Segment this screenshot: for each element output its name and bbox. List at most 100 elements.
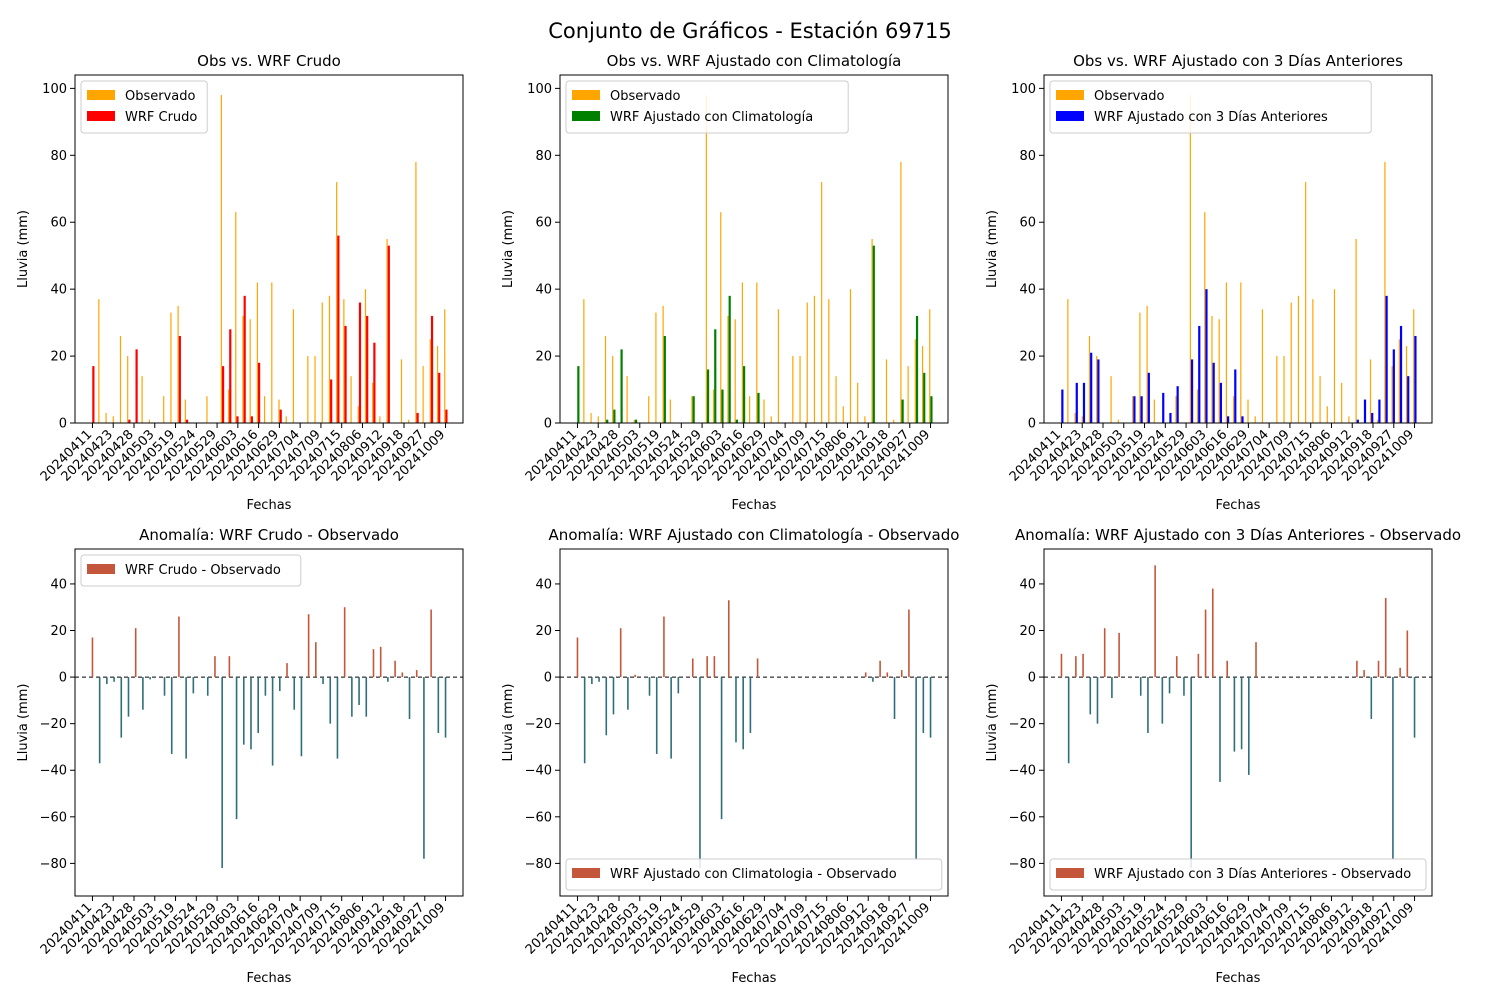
- bar: [429, 339, 431, 423]
- bar: [1060, 653, 1063, 678]
- bar: [669, 399, 671, 423]
- bar: [1219, 677, 1221, 782]
- bar: [706, 369, 710, 423]
- bar: [712, 389, 715, 423]
- legend-box: [80, 554, 302, 587]
- bar: [127, 677, 130, 717]
- y-tick-label: 20: [50, 624, 67, 639]
- bar: [757, 392, 760, 423]
- legend-label: Observado: [125, 89, 196, 104]
- bar: [300, 677, 303, 757]
- legend-box: [565, 858, 943, 891]
- y-tick-label: 0: [544, 671, 552, 686]
- bar: [792, 356, 794, 423]
- bar: [613, 409, 616, 423]
- bar: [929, 677, 932, 738]
- chart-title: Anomalía: WRF Ajustado con Climatología …: [549, 526, 960, 544]
- bar: [900, 670, 903, 678]
- bar: [1407, 376, 1410, 423]
- bar: [1090, 352, 1093, 423]
- bar: [604, 336, 607, 423]
- y-tick-label: 100: [1011, 82, 1036, 97]
- bar: [1370, 677, 1373, 720]
- bar: [178, 336, 181, 423]
- bar: [292, 309, 295, 423]
- legend-box: [1049, 858, 1427, 891]
- bar: [408, 419, 410, 423]
- bar: [329, 677, 332, 724]
- bar: [1326, 406, 1328, 423]
- bar: [1255, 642, 1257, 678]
- bar: [1147, 677, 1149, 733]
- y-tick-label: −80: [40, 857, 67, 872]
- bar: [1392, 677, 1394, 859]
- bar: [1204, 212, 1206, 423]
- y-tick-label: −40: [525, 764, 552, 779]
- chart-title: Anomalía: WRF Crudo - Observado: [139, 526, 399, 544]
- bar: [1226, 660, 1228, 678]
- bar: [163, 396, 165, 423]
- bar: [1377, 419, 1379, 423]
- bar: [1378, 399, 1381, 423]
- bar: [286, 663, 288, 678]
- bar: [670, 677, 672, 759]
- bar: [663, 336, 666, 423]
- bar: [1333, 289, 1336, 423]
- bar: [828, 299, 830, 423]
- bar: [1219, 382, 1222, 423]
- bar: [106, 677, 108, 685]
- bar: [321, 302, 323, 423]
- bar: [1290, 302, 1292, 423]
- bar: [401, 672, 404, 678]
- y-tick-label: 40: [535, 283, 552, 298]
- y-tick-label: −40: [1009, 764, 1036, 779]
- bar: [1363, 399, 1367, 423]
- chart-title: Obs vs. WRF Ajustado con 3 Días Anterior…: [1073, 52, 1403, 70]
- bar: [148, 419, 150, 423]
- bar: [1133, 396, 1136, 423]
- bar: [242, 677, 245, 745]
- bar: [336, 677, 339, 759]
- y-tick-label: 40: [50, 283, 67, 298]
- bar: [105, 412, 107, 423]
- bar: [141, 376, 143, 423]
- bar: [1088, 336, 1091, 423]
- bar: [756, 282, 758, 423]
- bar: [634, 419, 638, 423]
- legend-label: WRF Ajustado con 3 Días Anteriores: [1094, 110, 1328, 125]
- bar: [1348, 416, 1350, 423]
- bar: [436, 346, 439, 423]
- bar: [437, 677, 440, 733]
- bar: [633, 419, 635, 423]
- axes-frame: [74, 74, 464, 424]
- bar: [387, 677, 389, 682]
- bar: [358, 677, 360, 706]
- y-axis-label: Lluvia (mm): [16, 684, 31, 762]
- bar: [626, 376, 628, 423]
- bar: [134, 628, 137, 678]
- bar: [691, 658, 694, 678]
- bar: [92, 366, 95, 423]
- bar: [857, 382, 859, 423]
- bar: [430, 609, 432, 678]
- y-tick-label: −80: [525, 857, 552, 872]
- chart-title: Anomalía: WRF Ajustado con 3 Días Anteri…: [1015, 526, 1461, 544]
- legend: Observado WRF Crudo: [80, 80, 208, 134]
- bar: [1276, 356, 1278, 423]
- bar: [387, 245, 390, 423]
- x-axis-label: Fechas: [732, 498, 777, 513]
- y-axis-label: Lluvia (mm): [16, 210, 31, 288]
- legend: Observado WRF Ajustado con Climatología: [565, 80, 849, 134]
- bar: [113, 677, 115, 682]
- bar: [1240, 677, 1243, 750]
- legend-swatch: [1056, 868, 1084, 878]
- y-tick-label: 20: [535, 624, 552, 639]
- bar: [1356, 419, 1359, 423]
- bar: [821, 182, 823, 423]
- bar: [206, 396, 208, 423]
- bar: [372, 649, 375, 678]
- bar: [663, 616, 665, 678]
- bar: [1162, 392, 1165, 423]
- chart-panel-1: Obs vs. WRF Crudo02040608010020240411202…: [16, 52, 464, 513]
- y-axis-label: Lluvia (mm): [501, 210, 516, 288]
